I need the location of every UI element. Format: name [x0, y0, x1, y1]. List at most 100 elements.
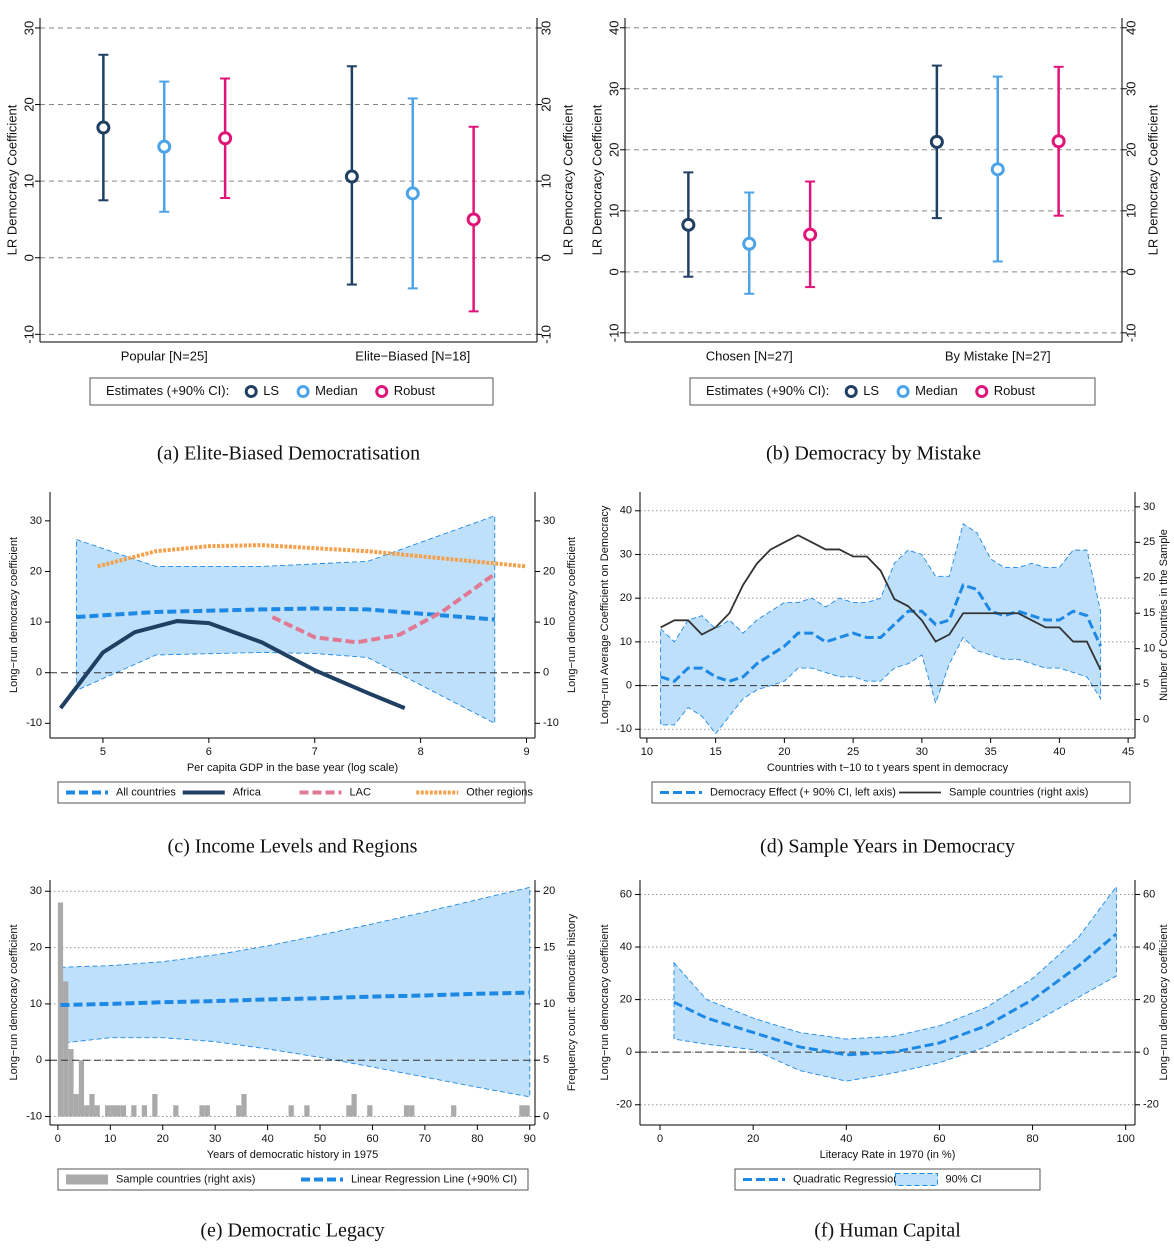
y-tick-label: 5 — [543, 1054, 549, 1066]
y-tick-label: 25 — [1143, 536, 1155, 548]
point — [803, 227, 818, 242]
x-tick-label: 40 — [1053, 746, 1065, 758]
x-tick-label: By Mistake [N=27] — [945, 348, 1051, 363]
histogram-bar — [84, 1105, 90, 1117]
histogram-bar — [141, 1105, 147, 1117]
y-tick-label: 30 — [606, 82, 621, 96]
x-tick-label: 0 — [55, 1133, 61, 1145]
y-axis-title: Long−run democracy coefficient — [8, 924, 20, 1080]
y-tick-label: 10 — [543, 998, 555, 1010]
legend-label: Robust — [994, 383, 1036, 398]
y-tick-label: 0 — [543, 667, 549, 679]
legend-label: Sample countries (right axis) — [949, 786, 1088, 798]
x-tick-label: 7 — [312, 746, 318, 758]
point — [405, 186, 420, 201]
ci-band — [673, 885, 1117, 1082]
legend-label: Democracy Effect (+ 90% CI, left axis) — [710, 786, 896, 798]
legend-box — [734, 1168, 1041, 1191]
y-tick-label: -10 — [21, 325, 36, 344]
point — [990, 162, 1005, 177]
x-tick-label: 30 — [916, 746, 928, 758]
y-tick-label: 30 — [1143, 501, 1155, 513]
x-tick-label: 90 — [524, 1133, 536, 1145]
y-tick-label: 30 — [538, 21, 553, 35]
histogram-bar — [94, 1105, 100, 1117]
legend-box — [89, 377, 494, 406]
y2-axis-title: Number of Countries in the Sample — [1158, 529, 1170, 701]
y-tick-label: 0 — [21, 254, 36, 261]
y-tick-label: -10 — [26, 1110, 42, 1122]
histogram-bar — [115, 1105, 121, 1117]
y-tick-label: 30 — [543, 515, 555, 527]
x-tick-label: 100 — [1117, 1133, 1135, 1145]
histogram-bar — [351, 1094, 357, 1117]
x-tick-label: 40 — [840, 1133, 852, 1145]
y-tick-label: 0 — [626, 1046, 632, 1058]
y-tick-label: -10 — [1123, 323, 1138, 342]
y-tick-label: 0 — [1123, 268, 1138, 275]
legend-label: Median — [915, 383, 958, 398]
x-tick-label: 25 — [847, 746, 859, 758]
histogram-bar — [199, 1105, 205, 1117]
y-tick-label: 10 — [620, 636, 632, 648]
legend-marker — [244, 385, 258, 398]
point — [742, 236, 757, 251]
histogram-bar — [78, 1060, 85, 1117]
y-tick-label: 10 — [543, 616, 555, 628]
y-tick-label: -10 — [616, 723, 632, 735]
histogram-bar — [288, 1105, 294, 1117]
caption: (a) Elite-Biased Democratisation — [157, 443, 420, 465]
y-tick-label: -10 — [606, 323, 621, 342]
histogram-bar — [409, 1105, 415, 1117]
x-axis-title: Years of democratic history in 1975 — [207, 1149, 378, 1161]
y-tick-label: 40 — [620, 941, 632, 953]
legend-marker — [296, 385, 310, 398]
x-tick-label: 50 — [314, 1133, 326, 1145]
y-tick-label: 30 — [1123, 82, 1138, 96]
y2-axis-title: Long−run democracy coefficient — [1158, 924, 1170, 1080]
series-line — [58, 619, 406, 710]
x-tick-label: 60 — [366, 1133, 378, 1145]
y-axis-title: Long−run democracy coefficient — [8, 537, 20, 693]
caption: (f) Human Capital — [814, 1220, 961, 1242]
histogram-bar — [152, 1094, 158, 1117]
legend-marker — [896, 385, 910, 398]
histogram-bar — [120, 1105, 127, 1117]
y-tick-label: 20 — [1123, 143, 1138, 157]
y-tick-label: 20 — [543, 885, 555, 897]
series-line — [97, 543, 527, 569]
y-tick-label: 20 — [620, 994, 632, 1006]
histogram-bar — [204, 1105, 210, 1117]
y-tick-label: 60 — [620, 888, 632, 900]
legend-box — [689, 377, 1096, 406]
y-tick-label: 20 — [1143, 572, 1155, 584]
point — [1051, 134, 1066, 149]
histogram-bar — [110, 1105, 116, 1117]
legend-swatch — [895, 1173, 938, 1186]
x-tick-label: 9 — [523, 746, 529, 758]
legend-label: Median — [315, 383, 358, 398]
caption: (c) Income Levels and Regions — [168, 836, 418, 858]
y-axis-title: Long−run democracy coefficient — [599, 924, 611, 1080]
histogram-bar — [524, 1105, 530, 1117]
y-tick-label: 10 — [30, 616, 42, 628]
x-tick-label: 35 — [985, 746, 997, 758]
legend-box — [651, 781, 1131, 804]
x-tick-label: 10 — [641, 746, 653, 758]
y-tick-label: 20 — [30, 565, 42, 577]
y-tick-label: 0 — [1143, 713, 1149, 725]
x-tick-label: 0 — [657, 1133, 663, 1145]
x-axis-title: Countries with t−10 to t years spent in … — [767, 762, 1009, 774]
y-tick-label: 10 — [606, 204, 621, 218]
y-tick-label: 10 — [1143, 643, 1155, 655]
legend-label: Sample countries (right axis) — [116, 1173, 255, 1185]
x-tick-label: 5 — [100, 746, 106, 758]
y2-axis-title: LR Democracy Coefficient — [1145, 104, 1160, 255]
series-line — [271, 572, 496, 645]
y-tick-label: 0 — [543, 1110, 549, 1122]
caption: (d) Sample Years in Democracy — [760, 836, 1015, 858]
point — [681, 217, 696, 232]
y-tick-label: 10 — [21, 174, 36, 188]
y-tick-label: 20 — [606, 143, 621, 157]
ci-band — [60, 886, 531, 1098]
